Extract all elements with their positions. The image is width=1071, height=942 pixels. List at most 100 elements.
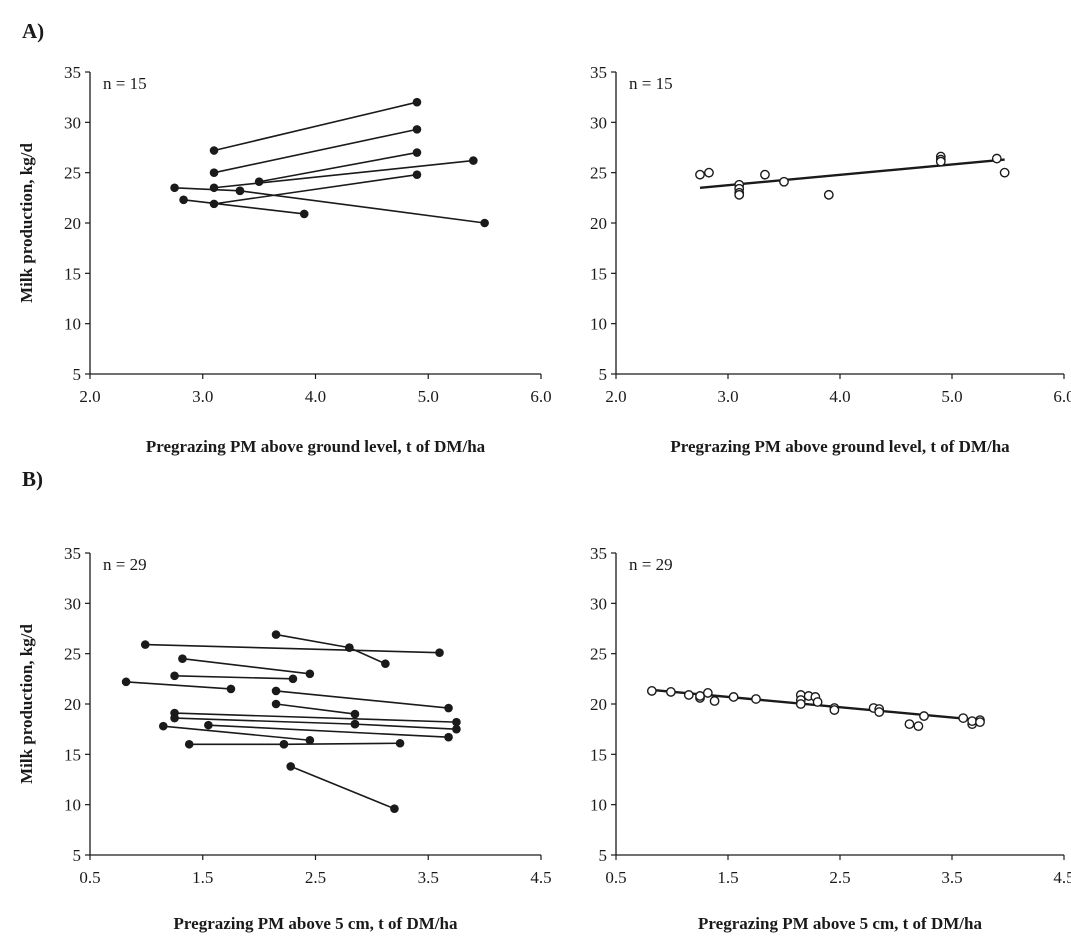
chart-3-filled-point: [350, 709, 360, 719]
chart-3-filled-point: [452, 724, 461, 734]
chart-3-filled-point: [345, 643, 354, 652]
chart-4-open-point: [702, 688, 713, 698]
chart-4-x-axis-title: Pregrazing PM above 5 cm, t of DM/ha: [698, 914, 982, 933]
chart-3-filled-point: [184, 739, 194, 749]
chart-3-filled-point: [452, 717, 461, 727]
chart-3-y-axis-title: Milk production, kg/d: [17, 624, 36, 784]
chart-2-open-point: [695, 169, 705, 180]
chart-1-filled-point: [209, 168, 219, 177]
chart-1-pair-line: [213, 173, 418, 205]
chart-4-y-tick-label: 35: [590, 544, 607, 563]
chart-2-open-point: [760, 169, 770, 180]
chart-3-x-tick-label: 3.5: [418, 868, 439, 887]
chart-1-y-tick-label: 20: [64, 214, 81, 233]
chart-3-y-tick-label: 20: [64, 695, 81, 714]
chart-3-pair-line: [163, 725, 310, 742]
chart-3-filled-point: [435, 648, 444, 657]
chart-1-x-tick-label: 4.0: [305, 387, 326, 406]
chart-3-filled-point: [444, 703, 453, 713]
chart-1-filled-point: [179, 195, 188, 205]
chart-1-pair-line: [258, 151, 418, 183]
chart-1-filled-point: [480, 218, 489, 228]
chart-1-filled-point: [209, 183, 219, 193]
chart-3-y-tick-label: 35: [64, 544, 81, 563]
chart-4-open-point: [646, 686, 657, 696]
chart-4-n-label: n = 29: [629, 555, 673, 574]
chart-4-open-point: [709, 696, 720, 706]
chart-3-pair-line: [174, 717, 355, 725]
chart-4-open-point: [967, 716, 978, 727]
chart-1-filled-point: [412, 148, 422, 157]
chart-3-filled-point: [271, 630, 281, 639]
chart-2-y-tick-label: 35: [590, 63, 607, 82]
chart-3-y-tick-label: 30: [64, 594, 81, 613]
chart-4-x-tick-label: 4.5: [1053, 868, 1071, 887]
chart-2-x-tick-label: 4.0: [829, 387, 850, 406]
chart-3-pair-line: [208, 724, 449, 739]
chart-3-filled-point: [305, 735, 315, 745]
chart-3-filled-point: [170, 671, 179, 681]
chart-4-open-point: [975, 717, 985, 728]
chart-4-y-tick-label: 30: [590, 594, 607, 613]
chart-1-n-label: n = 15: [103, 74, 147, 93]
chart-3-filled-point: [121, 677, 131, 687]
chart-3-filled-point: [286, 762, 295, 771]
chart-2-x-tick-label: 3.0: [717, 387, 738, 406]
chart-2-x-axis-title: Pregrazing PM above ground level, t of D…: [670, 437, 1010, 456]
panel-label-b: B): [22, 467, 43, 491]
chart-3-x-tick-label: 0.5: [79, 868, 100, 887]
chart-3-pair-line: [275, 703, 356, 715]
chart-3-x-axis-title: Pregrazing PM above 5 cm, t of DM/ha: [174, 914, 458, 933]
chart-3-pair-line: [182, 657, 310, 675]
chart-4-open-point: [795, 699, 806, 709]
chart-3-filled-point: [204, 720, 213, 730]
chart-4-open-point: [695, 691, 705, 701]
chart-4-open-point: [829, 705, 840, 715]
chart-4-x-tick-label: 2.5: [829, 868, 850, 887]
chart-3-filled-point: [178, 654, 187, 663]
chart-2-x-tick-label: 5.0: [941, 387, 962, 406]
chart-4-open-point: [913, 721, 924, 732]
chart-3-pair-line: [290, 765, 395, 810]
chart-3-pair-line: [275, 690, 449, 709]
chart-2-y-tick-label: 30: [590, 113, 607, 132]
chart-4-open-point: [958, 713, 969, 723]
chart-1-y-tick-label: 25: [64, 164, 81, 183]
chart-3-pair-line: [174, 675, 293, 680]
chart-4-y-tick-label: 10: [590, 796, 607, 815]
chart-4-y-tick-label: 5: [599, 846, 608, 865]
chart-b-right-scatter-trend: 5 10 15 20 25 30 35 0.5 1.5 2.5 3.5 4.5 Pregrazing P…: [590, 544, 1071, 933]
chart-3-filled-point: [158, 721, 168, 731]
chart-4-y-tick-label: 15: [590, 745, 607, 764]
chart-1-filled-point: [235, 186, 245, 196]
chart-4-x-tick-label: 1.5: [717, 868, 738, 887]
chart-3-y-tick-label: 5: [73, 846, 82, 865]
chart-2-trendline: [699, 158, 1005, 189]
chart-1-y-tick-label: 10: [64, 315, 81, 334]
chart-3-pair-line: [126, 681, 231, 690]
chart-1-pair-line: [239, 189, 485, 224]
chart-4-open-point: [751, 694, 761, 704]
chart-3-filled-point: [226, 684, 236, 694]
chart-3-pair-line: [275, 633, 350, 649]
chart-1-x-axis-title: Pregrazing PM above ground level, t of D…: [146, 437, 486, 456]
chart-1-pair-line: [183, 199, 305, 215]
chart-1-x-tick-label: 3.0: [192, 387, 213, 406]
chart-3-pair-line: [174, 712, 457, 723]
chart-4-open-point: [812, 697, 823, 707]
chart-2-open-point: [734, 189, 745, 200]
chart-3-filled-point: [444, 732, 453, 742]
chart-1-pair-line: [213, 101, 418, 152]
chart-3-filled-point: [305, 669, 315, 679]
chart-2-open-point: [704, 167, 714, 178]
chart-a-right-scatter-trend: 5 10 15 20 25 30 35 2.0 3.0 4.0 5.0 6.0 Pregrazing P…: [590, 63, 1071, 456]
chart-4-open-point: [665, 687, 676, 697]
chart-1-x-tick-label: 5.0: [418, 387, 439, 406]
chart-4-open-point: [874, 707, 885, 717]
chart-2-y-tick-label: 20: [590, 214, 607, 233]
chart-2-open-point: [999, 167, 1010, 178]
chart-3-filled-point: [140, 640, 150, 649]
chart-4-open-point: [728, 692, 739, 702]
chart-1-y-axis-title: Milk production, kg/d: [17, 143, 36, 303]
chart-1-y-tick-label: 15: [64, 264, 81, 283]
